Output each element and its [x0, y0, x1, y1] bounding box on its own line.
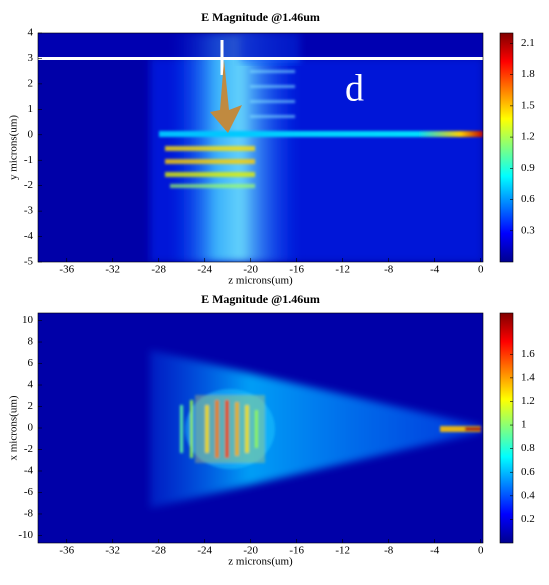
y-tick-label: 2	[28, 400, 34, 412]
colorbar-tick-label: 1.6	[521, 348, 535, 360]
colorbar-tick-label: 0.4	[521, 489, 535, 501]
x-tick-label: -28	[151, 264, 166, 276]
colorbar-tick-label: 1.2	[521, 131, 535, 143]
chart-title: E Magnitude @1.46um	[201, 292, 320, 306]
x-tick-label: -4	[430, 545, 440, 557]
x-tick-label: -32	[105, 264, 120, 276]
x-axis-label: z microns(um)	[228, 556, 293, 568]
field-map	[38, 33, 483, 262]
y-tick-label: -3	[24, 205, 34, 217]
colorbar-tick-label: 0.2	[521, 513, 535, 525]
colorbar-tick-label: 0.6	[521, 466, 535, 478]
x-tick-label: -4	[430, 264, 440, 276]
x-tick-label: -24	[197, 545, 212, 557]
colorbar-tick-label: 1.2	[521, 395, 535, 407]
colorbar	[499, 312, 514, 544]
y-tick-label: -2	[24, 179, 33, 191]
x-tick-label: -36	[59, 545, 74, 557]
x-tick-label: -12	[335, 264, 350, 276]
x-tick-label: -28	[151, 545, 166, 557]
y-axis-label: x microns(um)	[8, 395, 20, 460]
field-map	[38, 313, 483, 543]
colorbar-tick-label: 1.8	[521, 68, 535, 80]
x-tick-label: -32	[105, 545, 120, 557]
y-tick-label: 0	[28, 422, 34, 434]
x-tick-label: -24	[197, 264, 212, 276]
y-tick-label: 8	[28, 336, 34, 348]
plot-frame	[37, 32, 484, 263]
x-tick-label: -12	[335, 545, 350, 557]
x-tick-label: -20	[243, 545, 258, 557]
colorbar	[499, 32, 514, 263]
x-axis-label: z microns(um)	[228, 275, 293, 287]
annotation: d	[345, 68, 364, 110]
y-tick-label: 10	[22, 314, 34, 326]
colorbar-tick-label: 0.8	[521, 442, 535, 454]
x-tick-label: -36	[59, 264, 74, 276]
y-tick-label: 2	[28, 77, 34, 89]
y-tick-label: 1	[28, 103, 34, 115]
y-axis-label: y microns(um)	[8, 115, 20, 180]
colorbar-tick-label: 2.1	[521, 37, 535, 49]
y-tick-label: 6	[28, 357, 34, 369]
x-tick-label: -16	[289, 545, 304, 557]
x-tick-label: 0	[478, 545, 484, 557]
chart-title: E Magnitude @1.46um	[201, 10, 320, 24]
y-tick-label: 4	[28, 379, 34, 391]
colorbar-tick-label: 1.5	[521, 99, 535, 111]
y-tick-label: 0	[28, 128, 34, 140]
y-tick-label: -2	[24, 443, 33, 455]
colorbar-tick-label: 0.3	[521, 224, 535, 236]
colorbar-tick-label: 1	[521, 419, 527, 431]
colorbar-tick-label: 1.4	[521, 371, 535, 383]
x-tick-label: -8	[384, 545, 394, 557]
y-tick-label: -10	[18, 529, 33, 541]
y-tick-label: -5	[24, 256, 34, 268]
colorbar-tick-label: 0.6	[521, 193, 535, 205]
y-tick-label: -1	[24, 154, 33, 166]
y-tick-label: 4	[28, 27, 34, 39]
x-tick-label: -20	[243, 264, 258, 276]
y-tick-label: -8	[24, 508, 34, 520]
y-tick-label: -4	[24, 230, 34, 242]
y-tick-label: -6	[24, 486, 34, 498]
y-tick-label: -4	[24, 465, 34, 477]
y-tick-label: 3	[28, 52, 34, 64]
x-tick-label: 0	[478, 264, 484, 276]
colorbar-tick-label: 0.9	[521, 162, 535, 174]
x-tick-label: -16	[289, 264, 304, 276]
x-tick-label: -8	[384, 264, 394, 276]
